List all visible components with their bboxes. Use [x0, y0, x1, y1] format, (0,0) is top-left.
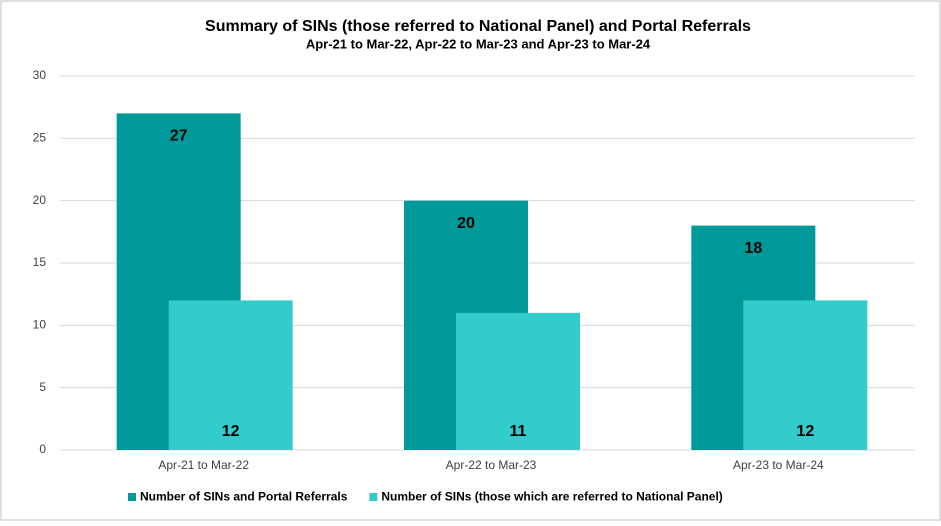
bar: [743, 300, 868, 450]
y-tick-label: 30: [33, 68, 47, 82]
data-label: 11: [510, 423, 527, 440]
y-tick-label: 15: [33, 255, 47, 269]
data-label: 12: [222, 423, 240, 440]
x-tick-label: Apr-22 to Mar-23: [446, 458, 537, 472]
y-tick-label: 0: [39, 442, 46, 456]
bar: [456, 312, 580, 450]
y-tick-label: 10: [33, 318, 47, 332]
legend-swatch: [128, 493, 136, 501]
chart-subtitle: Apr-21 to Mar-22, Apr-22 to Mar-23 and A…: [306, 36, 651, 51]
legend-label: Number of SINs and Portal Referrals: [140, 490, 348, 504]
bar: [168, 300, 293, 450]
y-tick-label: 20: [33, 193, 47, 207]
data-label: 20: [457, 215, 475, 232]
data-label: 12: [796, 423, 814, 440]
data-label: 18: [744, 240, 762, 257]
y-tick-label: 5: [39, 380, 46, 394]
y-tick-label: 25: [33, 131, 47, 145]
data-label: 27: [170, 128, 188, 145]
x-tick-label: Apr-21 to Mar-22: [158, 458, 249, 472]
legend-label: Number of SINs (those which are referred…: [381, 490, 722, 504]
chart-title: Summary of SINs (those referred to Natio…: [205, 18, 751, 35]
legend-swatch: [369, 493, 378, 501]
x-tick-label: Apr-23 to Mar-24: [733, 458, 824, 472]
